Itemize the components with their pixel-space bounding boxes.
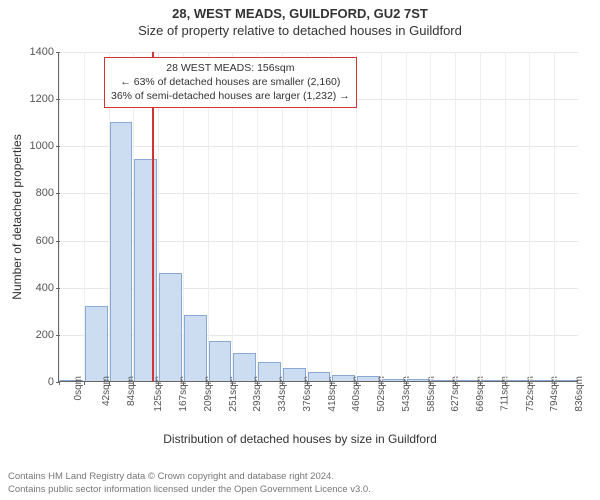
- bar: [159, 273, 182, 381]
- page-title: 28, WEST MEADS, GUILDFORD, GU2 7ST: [0, 6, 600, 21]
- y-tick: 600: [4, 235, 54, 247]
- chart-container: Number of detached properties 0sqm42sqm8…: [0, 42, 600, 452]
- y-tick: 200: [4, 329, 54, 341]
- bar: [184, 315, 207, 381]
- annotation-line-1: 28 WEST MEADS: 156sqm: [111, 61, 350, 75]
- bar: [85, 306, 108, 381]
- bar: [110, 122, 133, 381]
- footer: Contains HM Land Registry data © Crown c…: [8, 471, 371, 496]
- footer-line-2: Contains public sector information licen…: [8, 484, 371, 496]
- y-tick: 400: [4, 282, 54, 294]
- y-tick: 800: [4, 187, 54, 199]
- annotation-line-3: 36% of semi-detached houses are larger (…: [111, 89, 350, 103]
- x-tick: 0sqm: [73, 376, 84, 400]
- page-subtitle: Size of property relative to detached ho…: [0, 23, 600, 38]
- bar: [209, 341, 232, 381]
- plot-area: 0sqm42sqm84sqm125sqm167sqm209sqm251sqm29…: [58, 52, 578, 382]
- y-tick: 1000: [4, 140, 54, 152]
- x-axis-label: Distribution of detached houses by size …: [0, 432, 600, 446]
- footer-line-1: Contains HM Land Registry data © Crown c…: [8, 471, 371, 483]
- x-tick: 836sqm: [574, 376, 585, 412]
- annotation-line-2: ← 63% of detached houses are smaller (2,…: [111, 75, 350, 89]
- y-tick: 1400: [4, 46, 54, 58]
- y-axis-label: Number of detached properties: [10, 134, 24, 299]
- y-tick: 0: [4, 376, 54, 388]
- annotation-box: 28 WEST MEADS: 156sqm← 63% of detached h…: [104, 57, 357, 108]
- y-tick: 1200: [4, 93, 54, 105]
